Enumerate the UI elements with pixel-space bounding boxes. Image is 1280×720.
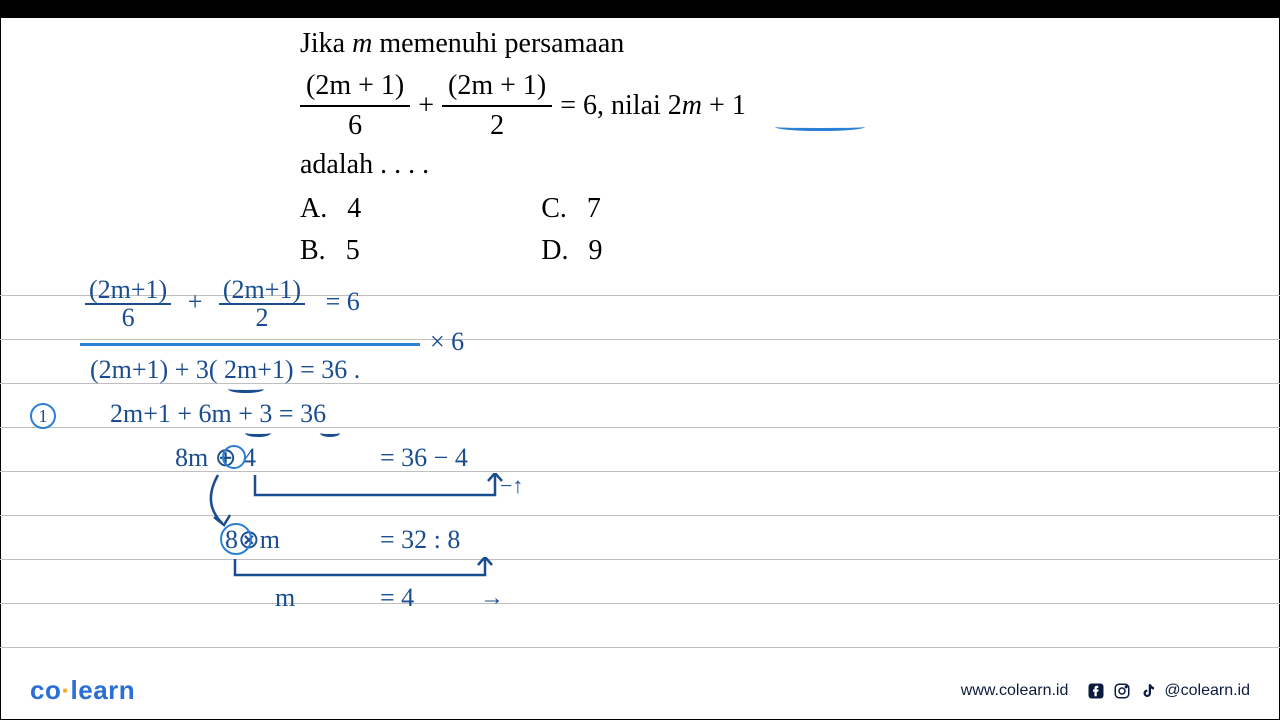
opt-letter: A.	[300, 190, 327, 228]
logo-dot-icon: ·	[61, 675, 70, 705]
opt-value: 5	[346, 232, 360, 270]
circle-8	[220, 523, 252, 555]
tiktok-icon	[1138, 681, 1158, 701]
facebook-icon	[1086, 681, 1106, 701]
work-step-6-left: m	[275, 583, 295, 613]
opt-value: 9	[588, 232, 602, 270]
opt-value: 7	[587, 190, 601, 228]
opt-letter: B.	[300, 232, 326, 270]
eq-text: = 6, nilai 2	[560, 90, 682, 121]
underline-arc-small-3	[320, 429, 340, 437]
footer-url: www.colearn.id	[961, 682, 1069, 700]
rule	[0, 515, 1280, 516]
work-step-2: (2m+1) + 3( 2m+1) = 36 .	[90, 355, 360, 385]
work-step-3: 2m+1 + 6m + 3 = 36	[110, 399, 326, 429]
options-col-1: A. 4 B. 5	[300, 190, 361, 270]
brand-logo: co·learn	[30, 675, 135, 706]
rule	[0, 603, 1280, 604]
bracket-arrow-1	[250, 473, 510, 513]
plus-sign: +	[418, 87, 434, 125]
step-badge-1: 1	[30, 403, 56, 429]
question-equation: (2m + 1) 6 + (2m + 1) 2 = 6, nilai 2m + …	[300, 67, 746, 145]
work-step-5-right: = 32 : 8	[380, 525, 460, 555]
rule	[0, 559, 1280, 560]
frac2-den: 2	[484, 107, 510, 145]
underline-arc-small	[228, 385, 264, 393]
question-line-1: Jika m memenuhi persamaan	[300, 25, 746, 63]
content-area: Jika m memenuhi persamaan (2m + 1) 6 + (…	[0, 25, 1280, 720]
option-a: A. 4	[300, 190, 361, 228]
fraction-1: (2m + 1) 6	[300, 67, 410, 145]
h-eq: = 6	[326, 287, 360, 316]
frac2-num: (2m + 1)	[442, 67, 552, 107]
h-plus: +	[188, 287, 203, 316]
hfrac-2: (2m+1) 2	[219, 277, 305, 331]
work-step-6-right: = 4	[380, 583, 414, 613]
social-icons: @colearn.id	[1086, 681, 1250, 701]
instagram-icon	[1112, 681, 1132, 701]
q-var-m: m	[352, 28, 372, 59]
minus-up-label: −↑	[500, 473, 523, 499]
badge-text: 1	[39, 406, 48, 427]
logo-co: co	[30, 675, 61, 705]
hfrac-1: (2m+1) 6	[85, 277, 171, 331]
option-c: C. 7	[541, 190, 602, 228]
frac1-den: 6	[342, 107, 368, 145]
work-step-4-right: = 36 − 4	[380, 443, 468, 473]
option-b: B. 5	[300, 232, 361, 270]
opt-letter: D.	[541, 232, 568, 270]
footer-handle: @colearn.id	[1164, 682, 1250, 700]
equals-rhs: = 6, nilai 2m + 1	[560, 87, 746, 125]
underline-arc-small-2	[245, 429, 271, 437]
opt-letter: C.	[541, 190, 567, 228]
frac1-num: (2m + 1)	[300, 67, 410, 107]
rhs-tail: + 1	[702, 90, 746, 121]
options-grid: A. 4 B. 5 C. 7 D. 9	[300, 190, 746, 270]
arrow-right: →	[480, 585, 504, 612]
work-step-1: (2m+1) 6 + (2m+1) 2 = 6	[85, 277, 360, 331]
question-line-3: adalah . . . .	[300, 146, 746, 184]
hfrac1-den: 6	[118, 305, 139, 331]
q-text: Jika	[300, 28, 352, 59]
opt-value: 4	[347, 190, 361, 228]
option-d: D. 9	[541, 232, 602, 270]
divider-rule	[80, 343, 420, 346]
underline-arc	[775, 123, 865, 131]
rule	[0, 647, 1280, 648]
footer: co·learn www.colearn.id @colearn.id	[0, 675, 1280, 706]
times-6-label: × 6	[430, 327, 464, 357]
bracket-arrow-2	[230, 557, 500, 587]
hfrac1-num: (2m+1)	[85, 277, 171, 305]
question-block: Jika m memenuhi persamaan (2m + 1) 6 + (…	[300, 25, 746, 270]
hfrac2-den: 2	[251, 305, 272, 331]
footer-right: www.colearn.id @colearn.id	[961, 681, 1250, 701]
logo-learn: learn	[71, 675, 136, 705]
options-col-2: C. 7 D. 9	[541, 190, 602, 270]
fraction-2: (2m + 1) 2	[442, 67, 552, 145]
rhs-var: m	[682, 90, 702, 121]
circle-plus	[222, 445, 246, 469]
q-text: memenuhi persamaan	[372, 28, 624, 59]
top-black-bar	[0, 0, 1280, 18]
hfrac2-num: (2m+1)	[219, 277, 305, 305]
rule	[0, 339, 1280, 340]
